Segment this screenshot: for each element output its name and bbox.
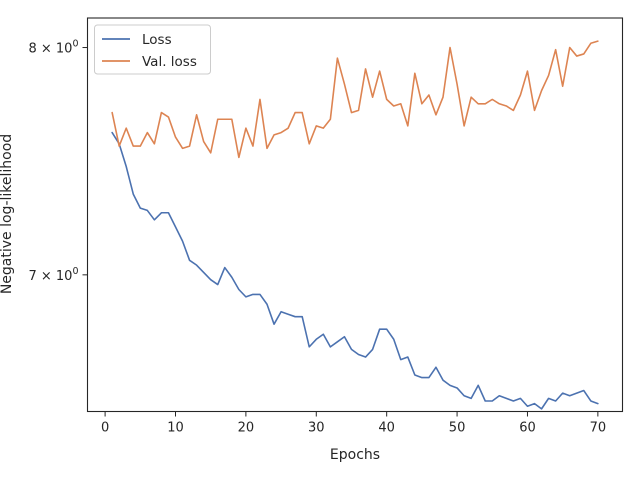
x-tick-label: 70: [590, 421, 607, 436]
y-axis-ticks: 7 × 100 8 × 100: [28, 39, 88, 284]
plot-frame: [86, 17, 624, 413]
x-tick-label: 20: [238, 421, 255, 436]
x-tick-label: 40: [378, 421, 395, 436]
y-tick-label: 7 × 100: [28, 266, 78, 284]
x-axis-label: Epochs: [330, 447, 380, 463]
x-tick-label: 50: [449, 421, 466, 436]
x-axis-ticks: 0 10 20 30 40 50 60 70: [101, 411, 607, 436]
series-line-val-loss: [111, 40, 599, 159]
x-tick-label: 10: [167, 421, 184, 436]
legend-label-loss: Loss: [142, 32, 172, 48]
y-tick-label: 8 × 100: [28, 39, 78, 57]
x-tick-label: 60: [519, 421, 536, 436]
plot-area: [111, 40, 599, 410]
series-line-loss: [111, 131, 599, 410]
y-axis-label: Negative log-likelihood: [0, 134, 15, 294]
legend-label-val-loss: Val. loss: [142, 54, 197, 70]
legend: Loss Val. loss: [94, 24, 211, 75]
x-tick-label: 30: [308, 421, 325, 436]
x-tick-label: 0: [101, 421, 109, 436]
